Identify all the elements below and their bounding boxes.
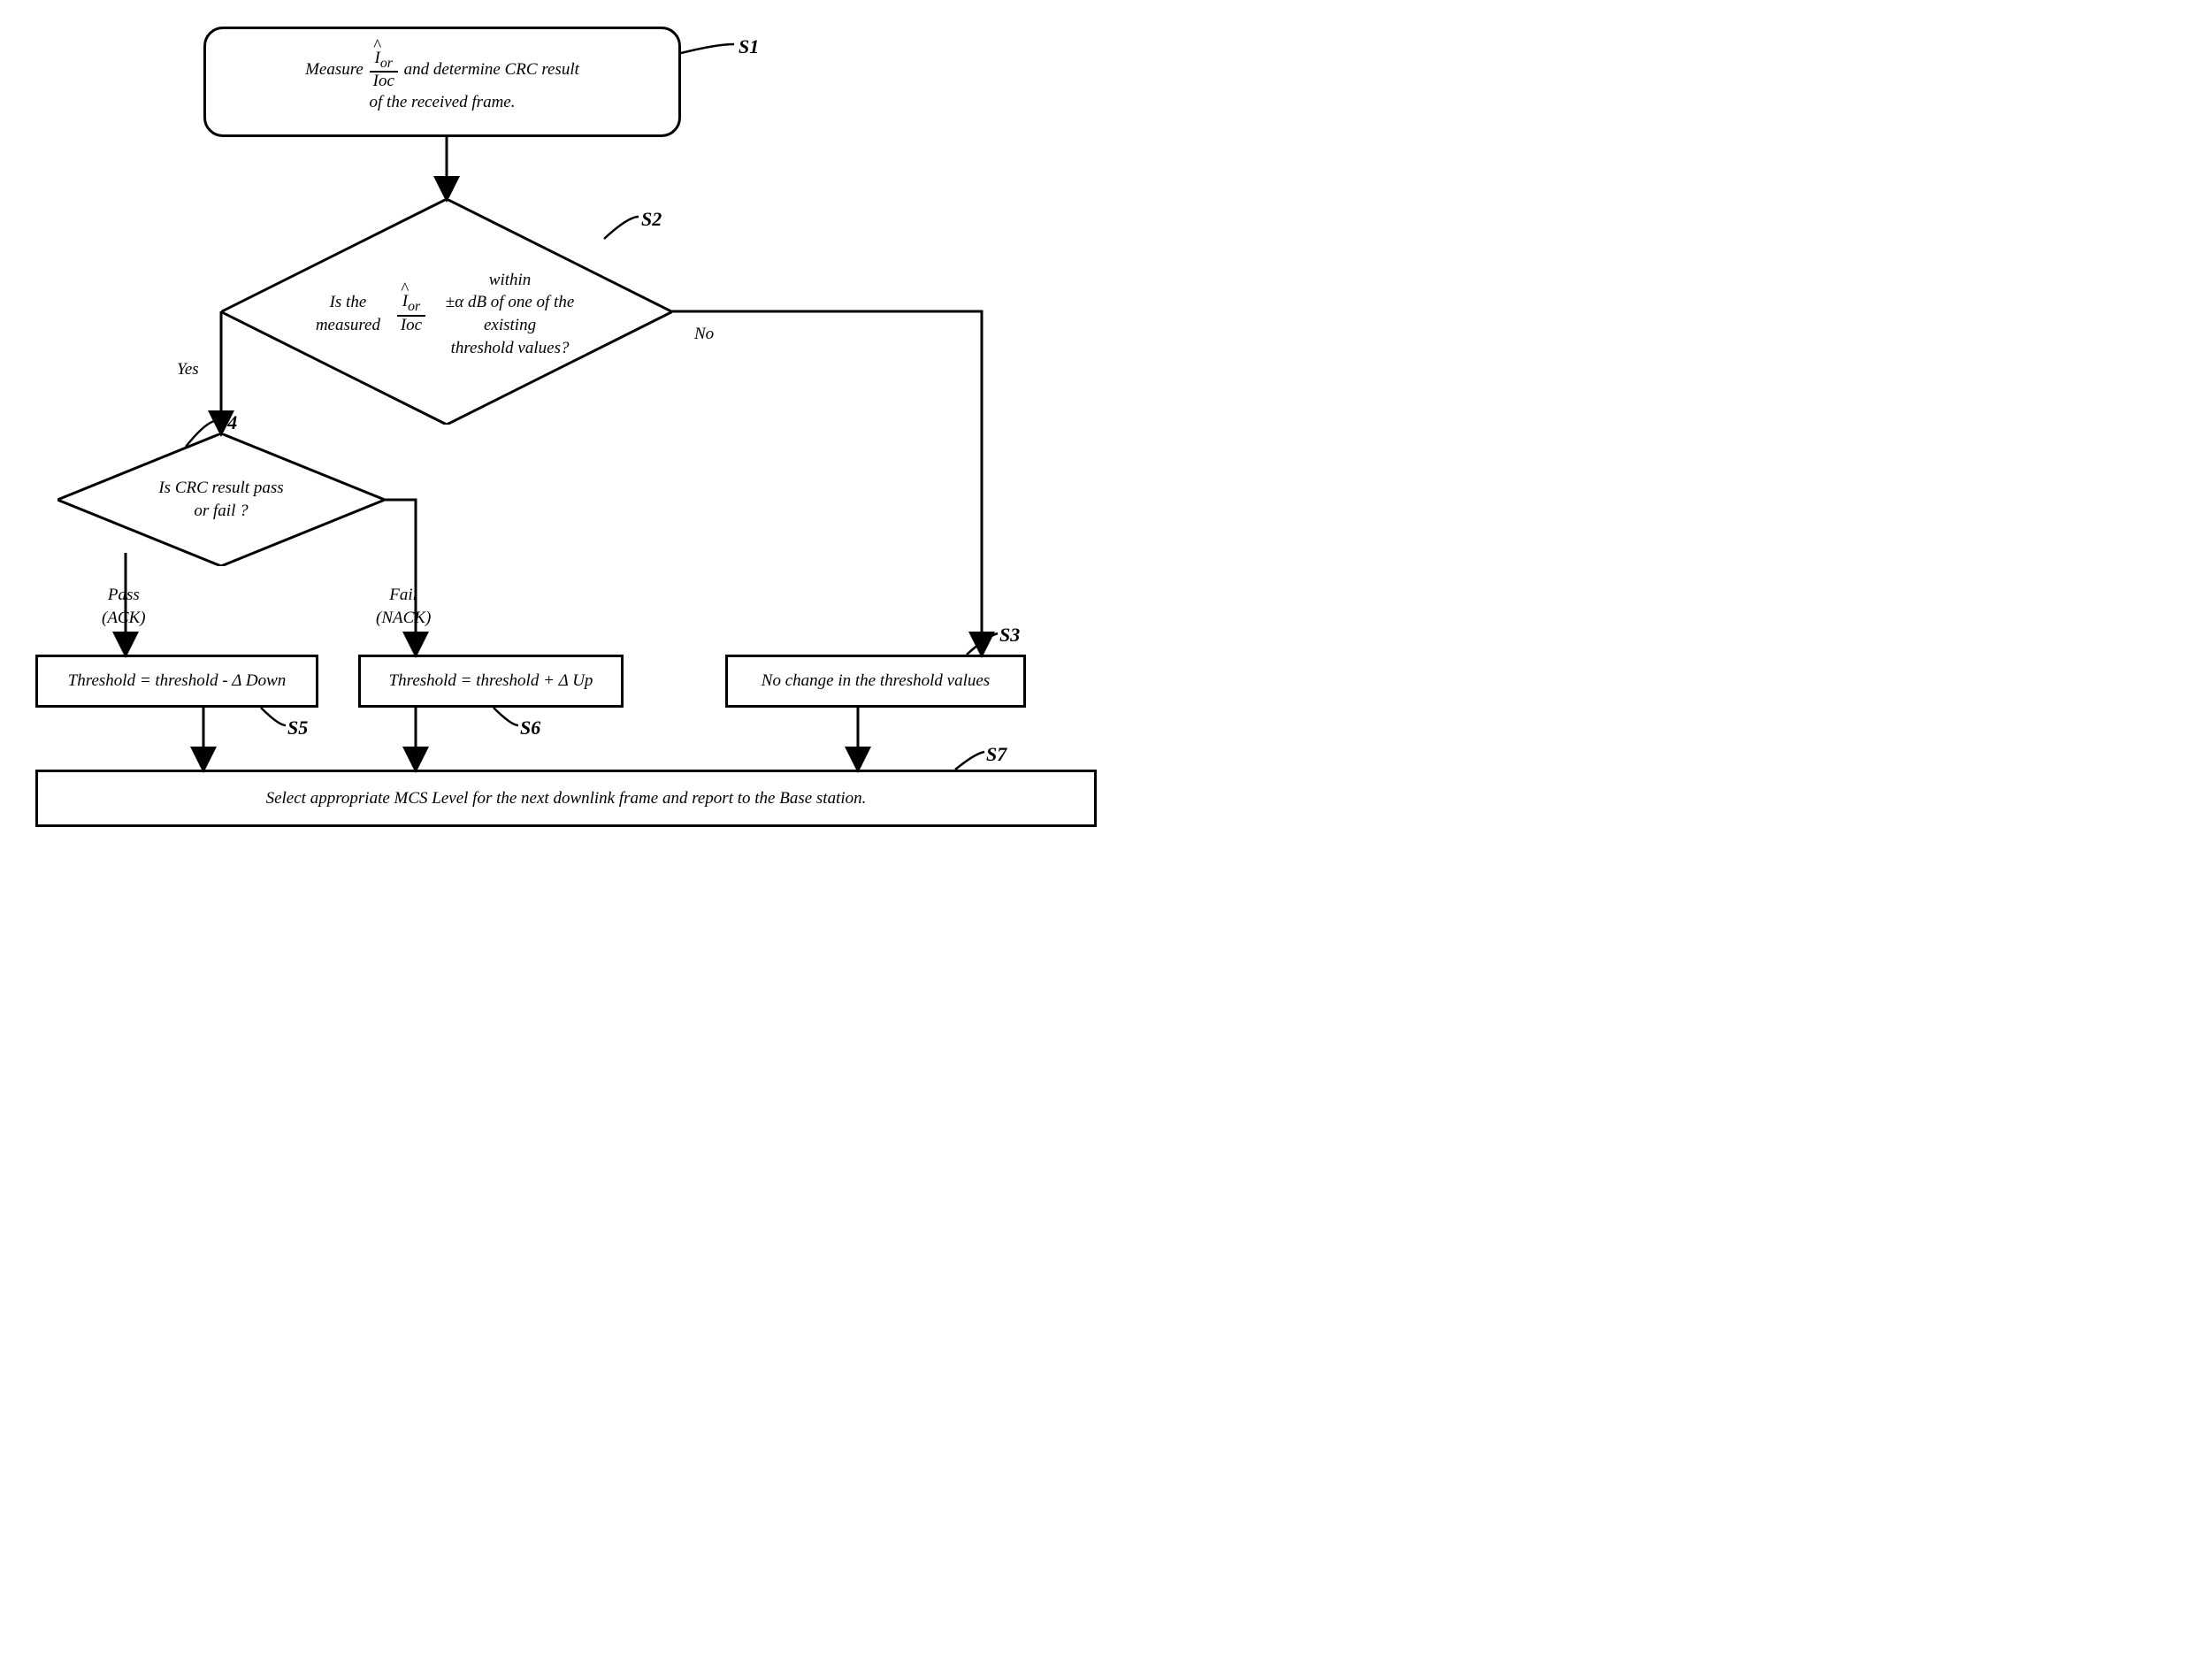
label-s7: S7 <box>986 743 1006 766</box>
node-s3: No change in the threshold values <box>725 655 1026 708</box>
label-s5: S5 <box>287 716 308 739</box>
node-s4: Is CRC result pass or fail ? <box>57 433 385 566</box>
label-s6: S6 <box>520 716 540 739</box>
node-s6: Threshold = threshold + Δ Up <box>358 655 624 708</box>
node-s6-text: Threshold = threshold + Δ Up <box>389 670 593 693</box>
node-s3-text: No change in the threshold values <box>762 670 990 693</box>
node-s5: Threshold = threshold - Δ Down <box>35 655 318 708</box>
label-s2-yes: Yes <box>177 358 199 381</box>
label-s1: S1 <box>739 35 759 58</box>
node-s1-text: Measure IorIoc and determine CRC resulto… <box>305 50 579 114</box>
label-s4-fail: Fail (NACK) <box>376 584 431 629</box>
node-s7-text: Select appropriate MCS Level for the nex… <box>266 787 867 810</box>
label-s2-no: No <box>694 323 714 346</box>
flowchart-canvas: Measure IorIoc and determine CRC resulto… <box>18 18 1123 858</box>
label-s4-pass: Pass (ACK) <box>102 584 146 629</box>
node-s1: Measure IorIoc and determine CRC resulto… <box>203 27 681 137</box>
label-s2: S2 <box>641 208 662 231</box>
label-s4: S4 <box>217 411 237 434</box>
node-s7: Select appropriate MCS Level for the nex… <box>35 770 1097 827</box>
label-s3: S3 <box>999 624 1020 647</box>
node-s5-text: Threshold = threshold - Δ Down <box>68 670 287 693</box>
node-s2: Is the measured IorIoc within±α dB of on… <box>221 199 672 425</box>
